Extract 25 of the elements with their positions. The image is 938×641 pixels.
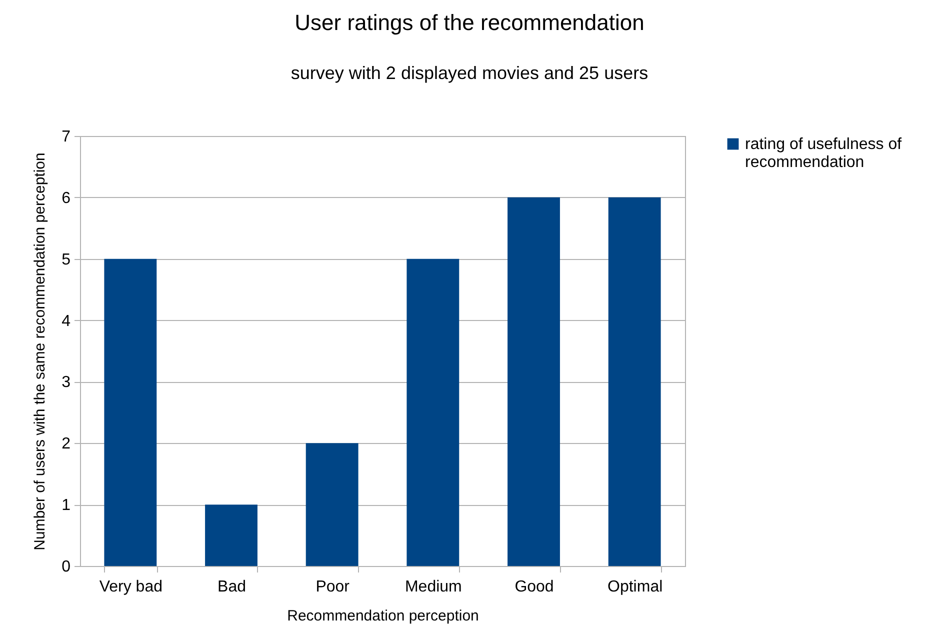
x-tick-label: Medium bbox=[404, 578, 462, 596]
x-tick-label: Optimal bbox=[608, 578, 663, 596]
x-tick-label: Poor bbox=[316, 578, 350, 596]
x-tick-label: Good bbox=[514, 578, 554, 596]
bar bbox=[306, 443, 358, 566]
x-tick-label: Very bad bbox=[99, 578, 162, 596]
y-tick-label: 4 bbox=[62, 312, 71, 330]
bar bbox=[406, 258, 460, 566]
y-tick-label: 3 bbox=[62, 374, 71, 392]
bar bbox=[104, 258, 157, 566]
bar bbox=[608, 197, 661, 566]
y-tick-label: 6 bbox=[62, 190, 71, 207]
legend-label: rating of usefulness of recommendation bbox=[745, 136, 902, 171]
chart-subtitle: survey with 2 displayed movies and 25 users bbox=[290, 63, 648, 83]
y-tick-label: 2 bbox=[62, 436, 71, 453]
y-axis-title: Number of users with the same recommendation perception bbox=[32, 152, 49, 550]
y-tick-label: 1 bbox=[62, 497, 71, 514]
y-tick-label: 7 bbox=[62, 128, 71, 146]
x-axis-title: Recommendation perception bbox=[287, 608, 479, 624]
bar bbox=[205, 504, 258, 566]
y-tick-label: 5 bbox=[62, 251, 71, 268]
chart-title: User ratings of the recommendation bbox=[294, 10, 644, 35]
y-tick-label: 0 bbox=[62, 558, 71, 576]
bar bbox=[508, 197, 560, 566]
x-tick-label: Bad bbox=[218, 578, 246, 596]
